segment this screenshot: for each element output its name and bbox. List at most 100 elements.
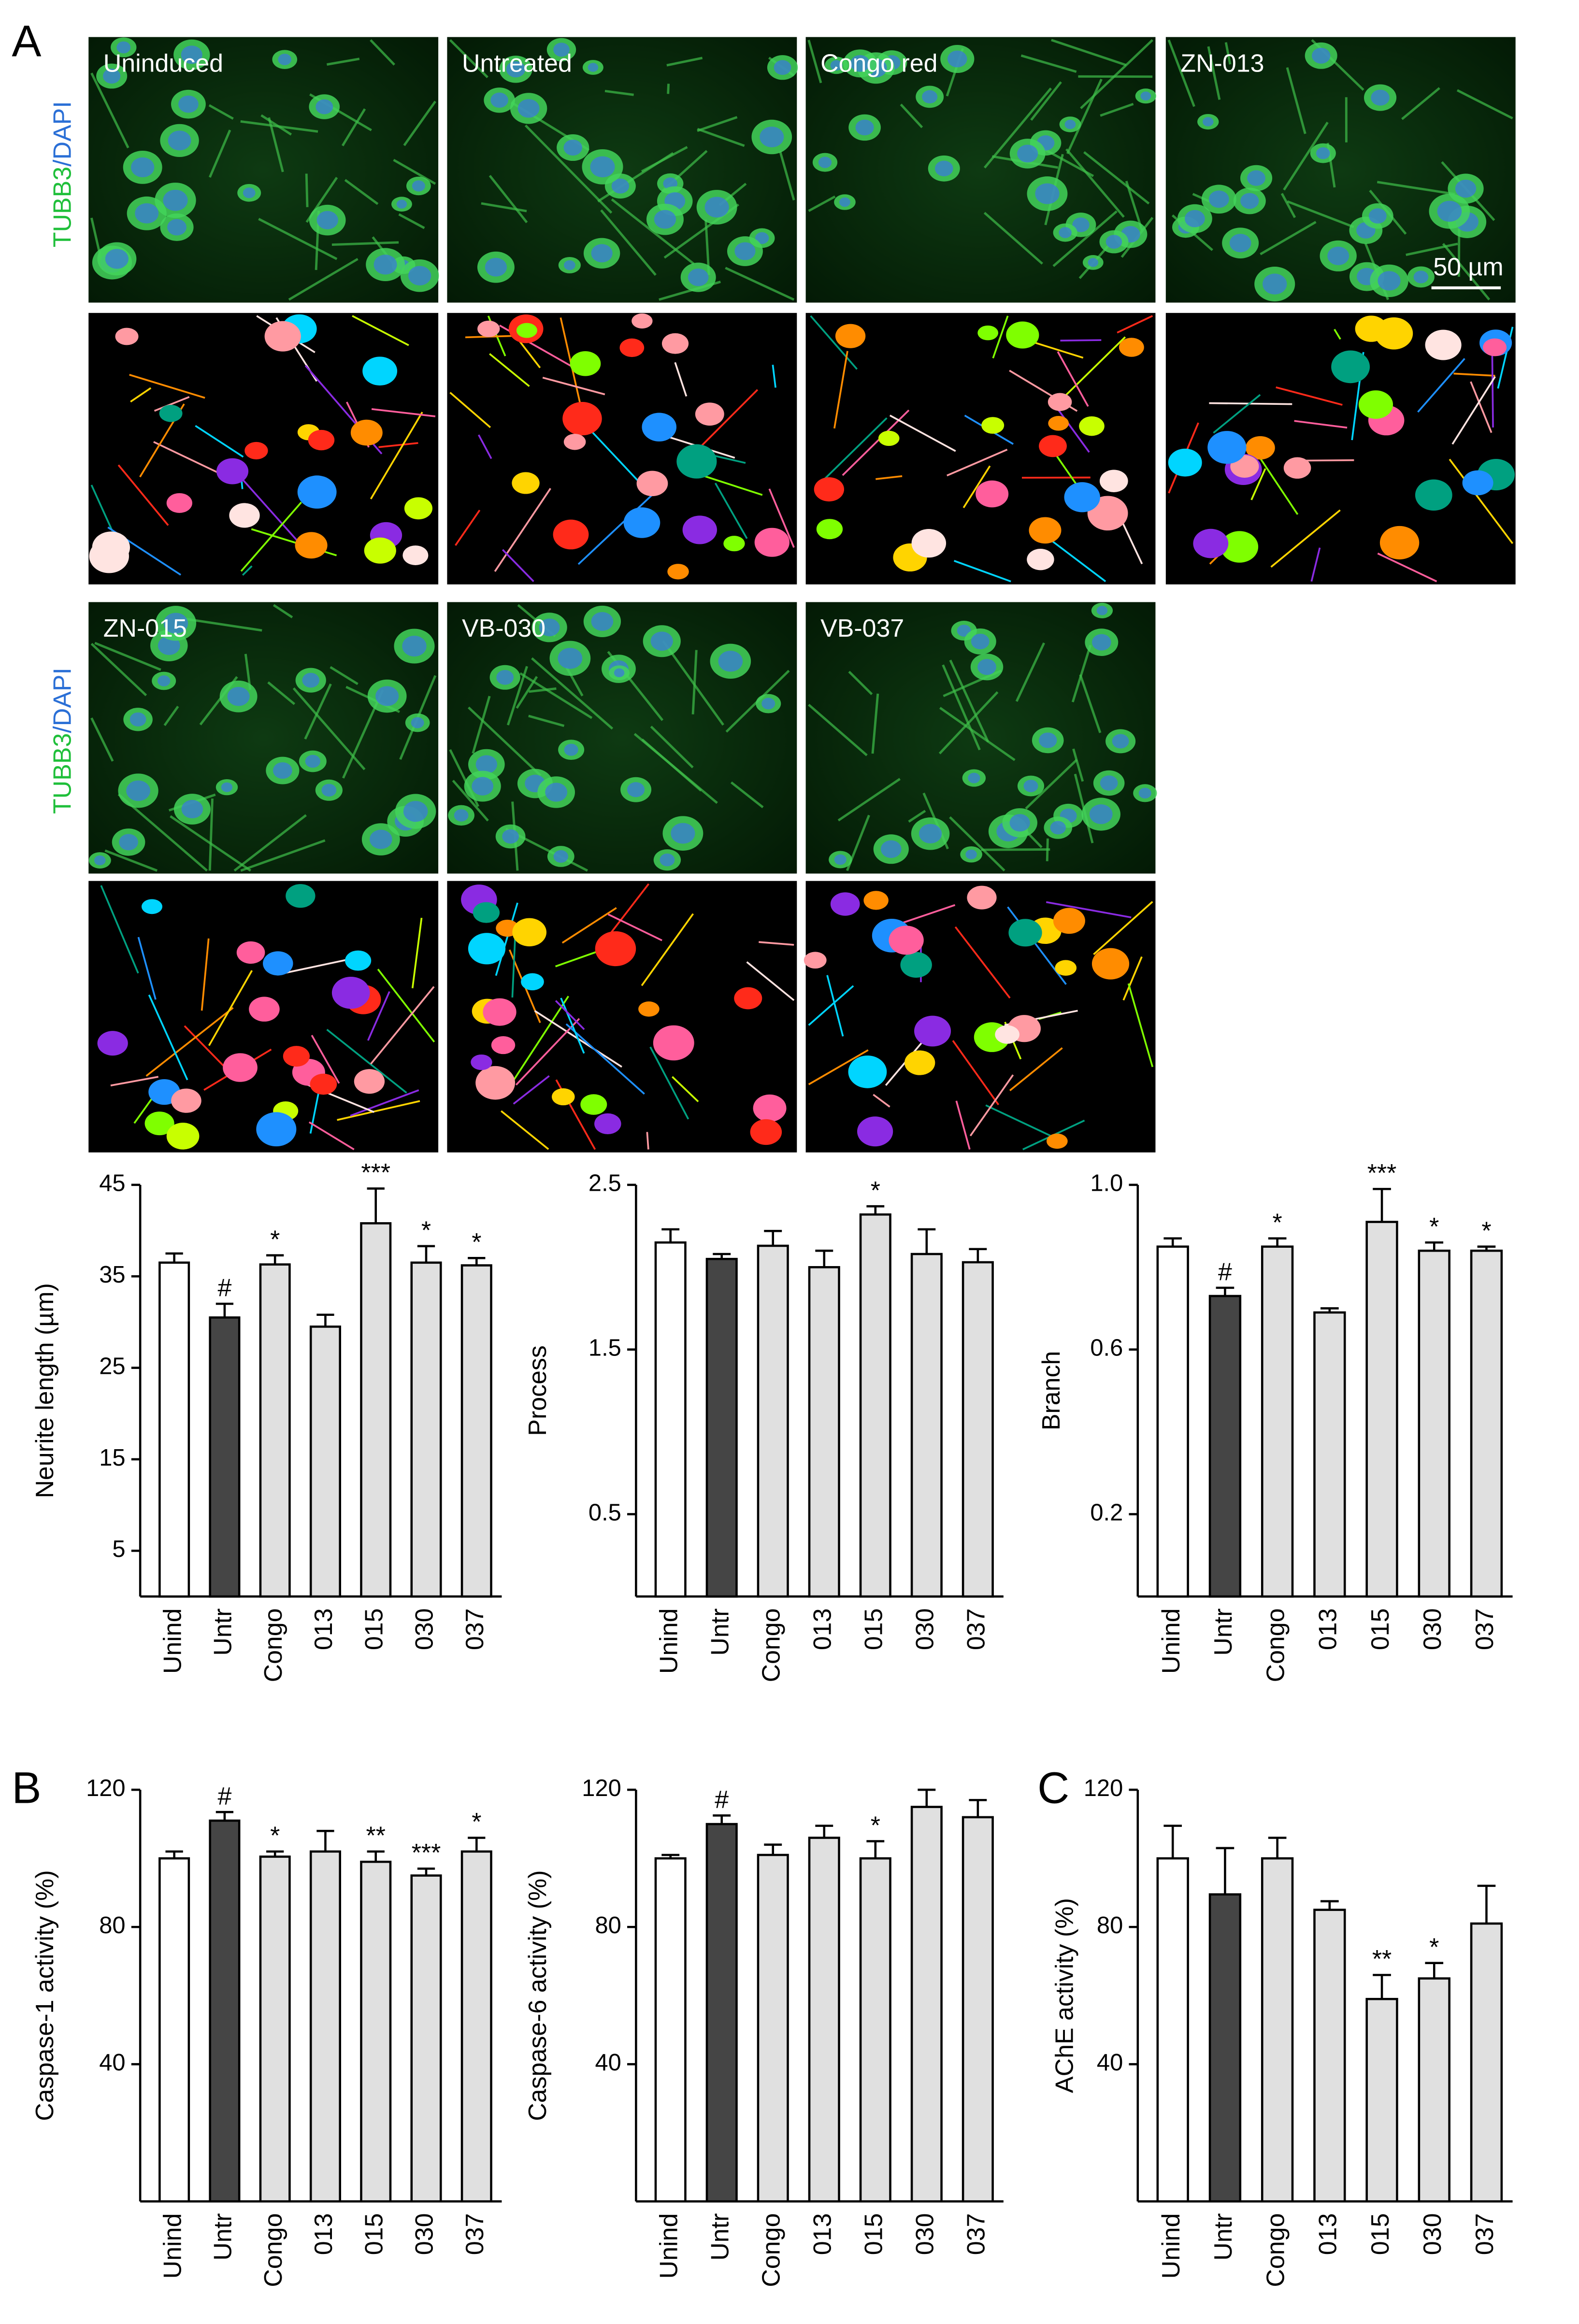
neurite [94, 642, 161, 671]
nucleus [660, 853, 675, 867]
cell-segment [642, 413, 677, 442]
cell-segment [1220, 531, 1259, 563]
x-tick-label: 013 [310, 2213, 338, 2255]
cell-segment [1283, 457, 1311, 479]
nucleus [627, 782, 645, 798]
neurite [1100, 102, 1134, 117]
nucleus [1072, 217, 1090, 232]
neurite [1294, 420, 1348, 429]
neurite [208, 104, 234, 120]
neurite [1451, 376, 1496, 445]
stain-label: TUBB3/DAPI [49, 101, 77, 247]
cell-segment [1331, 350, 1370, 384]
neurite [344, 179, 379, 205]
cell-segment [1415, 479, 1452, 511]
nucleus [273, 762, 292, 779]
y-tick-label: 35 [99, 1262, 125, 1288]
neurite [1270, 509, 1341, 568]
neurite [104, 849, 158, 872]
bar [808, 1266, 840, 1598]
neurite [90, 72, 129, 149]
nucleus [1112, 734, 1129, 749]
x-tick-label: Congo [757, 2213, 785, 2287]
y-tick-label: 120 [86, 1775, 126, 1801]
cell-segment [734, 987, 762, 1010]
significance-label: *** [412, 1839, 441, 1867]
y-tick-label: 2.5 [589, 1170, 621, 1197]
nucleus [1138, 787, 1151, 798]
cell-segment [345, 950, 372, 971]
x-tick-label: 030 [911, 2213, 939, 2255]
bar [705, 1823, 738, 2203]
nucleus [830, 60, 843, 71]
nucleus [496, 670, 514, 685]
neurite [842, 409, 910, 476]
neurite [646, 1132, 649, 1150]
nucleus [105, 249, 129, 269]
neurite [725, 267, 795, 301]
neurite [341, 108, 366, 146]
neurite [1066, 78, 1103, 155]
significance-label: * [270, 1226, 280, 1254]
neurite [331, 241, 399, 246]
neurite [148, 994, 188, 1081]
nucleus [1263, 273, 1287, 295]
neurite [939, 707, 1016, 761]
nucleus [1184, 210, 1205, 228]
cell-segment [1048, 416, 1069, 431]
y-axis-label: Process [524, 1345, 552, 1436]
bar [209, 1316, 241, 1598]
neurite [1254, 449, 1299, 515]
neurite [889, 414, 956, 452]
nucleus [654, 210, 676, 229]
bar [1470, 1922, 1503, 2203]
nucleus [704, 197, 729, 218]
cell-segment [1053, 908, 1085, 934]
cell-segment [695, 402, 724, 426]
cell-segment [914, 1015, 951, 1047]
cell-segment [286, 884, 316, 908]
neurite [326, 1028, 407, 1094]
x-tick-label: 013 [1314, 2213, 1342, 2255]
neurite [502, 549, 534, 582]
neurite [808, 1049, 869, 1085]
cell-segment [904, 1050, 935, 1075]
neurite [1406, 242, 1458, 256]
nucleus [957, 625, 971, 637]
cell-segment [638, 1001, 660, 1017]
neurite [258, 218, 338, 260]
nucleus [1017, 144, 1038, 163]
x-tick-label: 015 [860, 1608, 888, 1650]
cell-segment [512, 918, 547, 947]
nucleus [158, 636, 180, 655]
bar [1156, 1245, 1189, 1598]
significance-label: * [472, 1228, 481, 1256]
neurite [513, 1075, 550, 1105]
cell-segment [816, 519, 843, 540]
neurite [1470, 381, 1493, 433]
neurite [826, 975, 844, 1037]
nucleus [408, 266, 431, 285]
x-tick-label: 037 [962, 1608, 990, 1650]
neurite [900, 103, 923, 128]
neurite [1377, 553, 1437, 583]
nucleus [1023, 780, 1038, 792]
cell-segment [1064, 482, 1100, 513]
nucleus [1038, 732, 1057, 748]
neurite [327, 57, 360, 66]
neurite [873, 1094, 890, 1108]
cell-segment [256, 1112, 297, 1147]
cell-segment [263, 951, 293, 976]
x-tick-label: Unind [158, 1608, 187, 1674]
neurite [808, 985, 854, 1026]
nucleus [539, 618, 560, 637]
neurite [876, 475, 903, 480]
x-tick-label: 015 [360, 2213, 388, 2255]
cell-segment [516, 323, 537, 338]
cell-segment [223, 1053, 258, 1082]
neurite [240, 501, 302, 572]
bar [1156, 1857, 1189, 2203]
neurite [1167, 39, 1195, 107]
nucleus [163, 613, 188, 634]
